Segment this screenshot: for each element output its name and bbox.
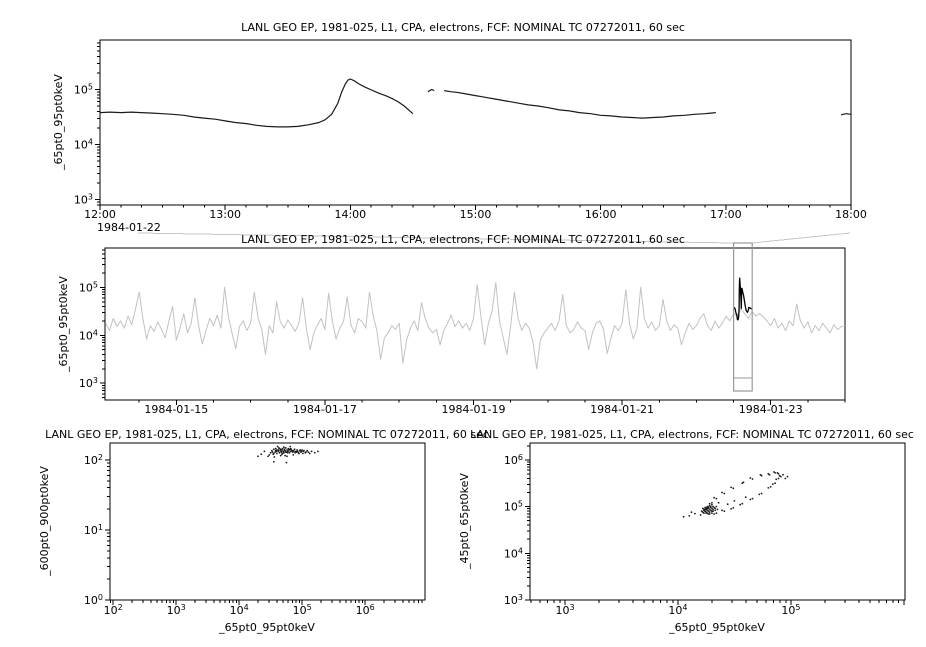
plot3-ylabel: _600pt0_900pt0keV	[38, 466, 51, 577]
svg-text:102: 102	[104, 603, 123, 617]
svg-text:105: 105	[293, 603, 312, 617]
svg-text:103: 103	[167, 603, 186, 617]
plot4-title: LANL GEO EP, 1981-025, L1, CPA, electron…	[470, 428, 914, 441]
svg-text:14:00: 14:00	[334, 208, 366, 221]
svg-text:104: 104	[504, 546, 523, 560]
svg-text:103: 103	[504, 593, 523, 607]
plot2-area[interactable]: 103 104 105 1984-01-15 1984-01-17 1984-01-19 1…	[79, 247, 846, 416]
svg-text:1984-01-19: 1984-01-19	[442, 403, 506, 416]
svg-text:101: 101	[84, 523, 103, 537]
plot3-area[interactable]: 100 101 102 102 103 104 105 106	[84, 442, 426, 617]
svg-text:105: 105	[79, 280, 98, 294]
plot1-series-line	[99, 78, 852, 128]
svg-text:104: 104	[230, 603, 249, 617]
plot2-series-highlight	[733, 277, 753, 321]
plot4-area[interactable]: 103 104 105 106 103 104 105	[504, 442, 906, 617]
svg-text:104: 104	[668, 603, 687, 617]
svg-text:100: 100	[84, 593, 103, 607]
plot3-xlabel: _65pt0_95pt0keV	[218, 621, 315, 634]
svg-text:104: 104	[79, 328, 98, 342]
svg-text:13:00: 13:00	[209, 208, 241, 221]
svg-text:102: 102	[84, 453, 103, 467]
plot2-title: LANL GEO EP, 1981-025, L1, CPA, electron…	[241, 233, 685, 246]
plot4-xlabel: _65pt0_95pt0keV	[668, 621, 765, 634]
svg-text:1984-01-15: 1984-01-15	[144, 403, 208, 416]
svg-text:17:00: 17:00	[710, 208, 742, 221]
selection-box[interactable]	[732, 242, 753, 392]
svg-text:103: 103	[74, 193, 93, 207]
plot1-date-label: 1984-01-22	[97, 221, 161, 234]
plot2-series-context	[105, 282, 846, 370]
svg-text:1984-01-23: 1984-01-23	[739, 403, 803, 416]
svg-text:1984-01-21: 1984-01-21	[590, 403, 654, 416]
svg-text:104: 104	[74, 138, 93, 152]
svg-text:105: 105	[781, 603, 800, 617]
plot2-ylabel: _65pt0_95pt0keV	[57, 276, 70, 373]
svg-text:15:00: 15:00	[460, 208, 492, 221]
svg-text:18:00: 18:00	[835, 208, 867, 221]
rendered-plots: 103 104 105 12:00 13:00 14:00 15:00 16:00 17:00 1…	[74, 39, 906, 617]
plot4-points	[682, 471, 789, 518]
plot1-title: LANL GEO EP, 1981-025, L1, CPA, electron…	[241, 21, 685, 34]
svg-text:12:00: 12:00	[84, 208, 116, 221]
plot1-area[interactable]: 103 104 105 12:00 13:00 14:00 15:00 16:00 17:00 1…	[74, 39, 867, 221]
plot4-ylabel: _45pt0_65pt0keV	[458, 473, 471, 570]
plot3-title: LANL GEO EP, 1981-025, L1, CPA, electron…	[45, 428, 489, 441]
svg-text:16:00: 16:00	[585, 208, 617, 221]
zoom-connector-lines	[137, 232, 851, 244]
svg-text:105: 105	[74, 83, 93, 97]
plot1-ylabel: _65pt0_95pt0keV	[52, 74, 65, 171]
svg-text:103: 103	[79, 376, 98, 390]
svg-text:106: 106	[356, 603, 375, 617]
svg-text:106: 106	[504, 453, 523, 467]
svg-text:1984-01-17: 1984-01-17	[293, 403, 357, 416]
svg-text:103: 103	[555, 603, 574, 617]
plot3-points	[257, 445, 319, 464]
svg-text:105: 105	[504, 500, 523, 514]
